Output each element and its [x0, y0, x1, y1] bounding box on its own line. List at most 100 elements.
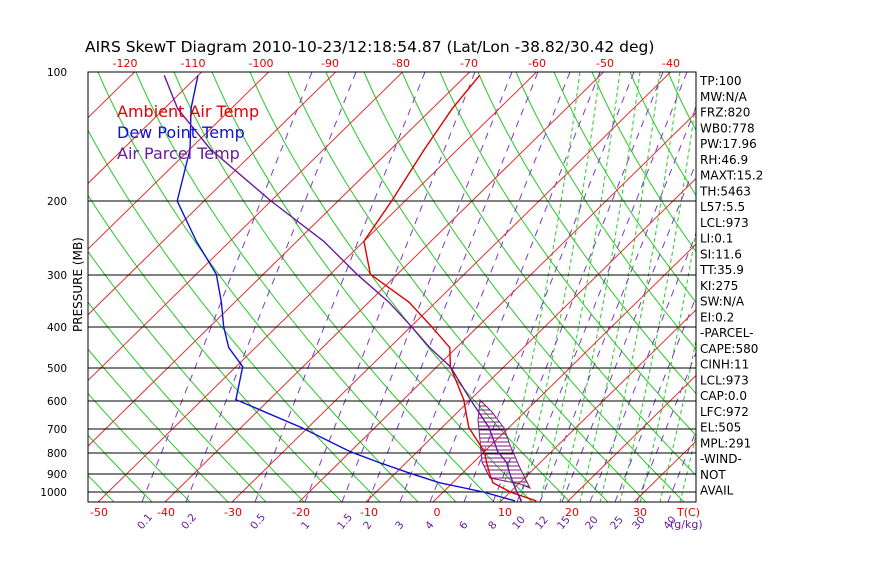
mixing-tick-label: 3 [393, 519, 406, 532]
bottom-tick-label: 20 [565, 506, 579, 519]
series-0-point [363, 240, 365, 242]
stat-item: TT:35.9 [699, 263, 744, 277]
legend-dew-point-temp: Dew Point Temp [117, 123, 245, 142]
pressure-tick-label: 900 [47, 469, 67, 481]
stat-item: TH:5463 [699, 184, 751, 198]
isotherm-line [0, 72, 68, 502]
stat-item: PW:17.96 [700, 137, 757, 151]
series-1-point [300, 426, 302, 429]
dry-adiabat-line [97, 72, 419, 502]
dry-adiabat-line [135, 72, 457, 502]
series-1-point [215, 273, 217, 275]
bottom-tick-label: 0 [434, 506, 441, 519]
stat-item: FRZ:820 [700, 106, 750, 120]
stat-item: MW:N/A [700, 90, 748, 104]
bottom-tick-label: -40 [157, 506, 175, 519]
series-2-point [163, 75, 165, 77]
series-0-line [363, 75, 537, 502]
bottom-tick-label: 30 [633, 506, 647, 519]
series-0-point [468, 426, 470, 429]
series-1-point [220, 301, 222, 303]
stat-item: MAXT:15.2 [700, 169, 763, 183]
pressure-tick-label: 700 [47, 424, 67, 436]
isobar-lines [88, 200, 696, 493]
mixing-tick-label: 12 [533, 514, 551, 532]
isotherm-line [432, 243, 696, 502]
series-2-line [163, 75, 522, 502]
legend-air-parcel-temp: Air Parcel Temp [117, 144, 240, 163]
dry-adiabat-line [782, 72, 870, 502]
series-0-point [430, 325, 432, 327]
isotherm-line [164, 72, 604, 502]
stat-item: TP:100 [699, 74, 742, 88]
dry-adiabat-line [591, 72, 696, 253]
dry-adiabat-line [287, 72, 609, 502]
top-tick-label: -70 [460, 57, 478, 70]
dry-adiabat-line [325, 72, 647, 502]
pressure-tick-label: 1000 [40, 487, 67, 499]
stat-item: NOT [700, 468, 726, 482]
dry-adiabat-line [744, 72, 870, 502]
mixing-tick-label: 6 [457, 519, 471, 532]
stat-item: EI:0.2 [700, 310, 734, 324]
dry-adiabat-line [629, 72, 696, 197]
dry-adiabat-line [820, 72, 870, 502]
series-2-point [209, 148, 211, 150]
bottom-tick-label: -10 [360, 506, 378, 519]
series-2-point [177, 108, 179, 110]
stat-item: CAPE:580 [700, 342, 758, 356]
moist-adiabat-line [579, 72, 661, 502]
dry-adiabat-lines [0, 72, 870, 502]
chart-title: AIRS SkewT Diagram 2010-10-23/12:18:54.8… [85, 38, 654, 56]
series-0-point [369, 273, 371, 275]
isotherm-line [298, 112, 696, 502]
series-1-point [189, 148, 191, 150]
mixing-ratio-line [367, 72, 539, 502]
moist-adiabat-line [539, 72, 621, 502]
series-2-point [410, 325, 412, 327]
pressure-tick-label: 200 [47, 196, 67, 208]
series-0-point [451, 108, 453, 110]
dry-adiabat-line [0, 72, 76, 502]
dry-adiabat-line [667, 72, 696, 132]
series-0-point [408, 301, 410, 303]
dry-adiabat-line [88, 250, 305, 502]
series-1-point [514, 500, 516, 502]
dry-adiabat-line [211, 72, 533, 502]
pressure-tick-label: 800 [47, 448, 67, 460]
dry-adiabat-line [88, 348, 229, 502]
series-2-point [520, 500, 522, 502]
moist-adiabat-line [659, 337, 696, 502]
dry-adiabat-line [173, 72, 495, 502]
series-1-line [176, 75, 515, 502]
moist-adiabat-line [760, 72, 840, 502]
bottom-tick-label: -20 [292, 506, 310, 519]
stat-item: CINH:11 [700, 358, 749, 372]
y-axis-label: PRESSURE (MB) [71, 237, 85, 332]
series-2-point [469, 399, 471, 401]
moist-adiabat-line [619, 97, 696, 502]
stat-item: LI:0.1 [700, 232, 733, 246]
dry-adiabat-line [363, 72, 685, 502]
isotherm-line [566, 374, 696, 502]
series-0-point [424, 148, 426, 150]
isotherm-line [231, 72, 671, 502]
top-tick-label: -50 [596, 57, 614, 70]
series-2-point [323, 240, 325, 242]
dry-adiabat-line [88, 392, 191, 502]
mixing-tick-label: 4 [423, 519, 437, 532]
mixing-tick-label: 10 [510, 514, 528, 532]
series-1-point [408, 472, 410, 474]
isotherm-line [88, 72, 403, 382]
pressure-tick-label: 300 [47, 270, 67, 282]
mixing-tick-label: 1 [299, 519, 312, 532]
series-0-point [535, 500, 537, 502]
isotherm-line [0, 72, 1, 502]
stat-item: WB0:778 [700, 121, 755, 135]
series-2-point [508, 472, 511, 474]
top-temperature-ticks: -120 -110 -100 -90 -80 -70 -60 -50 -40 [113, 57, 680, 70]
legend: Ambient Air Temp Dew Point Temp Air Parc… [117, 102, 259, 163]
stat-item: LCL:973 [700, 373, 749, 387]
